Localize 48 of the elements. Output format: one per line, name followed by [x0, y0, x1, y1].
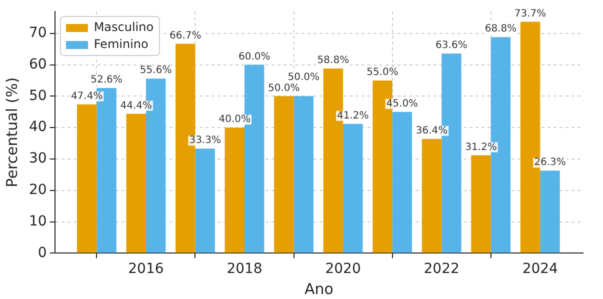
bar [224, 128, 245, 253]
x-tick-label: 2020 [325, 261, 361, 278]
data-label: 63.6% [436, 40, 468, 52]
data-label: 55.0% [366, 67, 398, 78]
x-tick-label: 2018 [226, 261, 262, 278]
data-label: 26.3% [534, 157, 566, 168]
data-label: 73.7% [514, 8, 546, 20]
bar [422, 138, 442, 253]
data-label: 66.7% [169, 30, 202, 42]
bar [392, 112, 412, 253]
data-label: 36.4% [416, 125, 448, 136]
bar [195, 148, 215, 253]
x-tick-label: 2024 [522, 261, 558, 278]
y-tick-label: 60 [28, 56, 47, 72]
data-label: 68.8% [484, 24, 517, 35]
legend-label: Masculino [94, 19, 154, 36]
data-label: 44.4% [120, 100, 152, 112]
data-label: 31.2% [465, 142, 497, 153]
data-label: 33.3% [189, 135, 221, 146]
data-label: 50.0% [288, 72, 320, 83]
y-tick-label: 0 [38, 244, 47, 261]
bar [540, 170, 560, 253]
bar [294, 96, 314, 253]
data-label: 55.6% [140, 65, 172, 76]
legend-label: Feminino [94, 36, 148, 54]
y-tick-label: 20 [28, 182, 47, 198]
x-tick-label: 2016 [128, 261, 164, 278]
data-label: 50.0% [268, 82, 300, 94]
y-tick-label: 10 [28, 213, 47, 230]
bar [126, 114, 146, 253]
y-axis-title: Percentual (%) [2, 77, 21, 188]
data-label: 41.2% [337, 110, 369, 122]
data-label: 47.4% [70, 90, 103, 102]
bar [343, 124, 363, 253]
bar [76, 104, 97, 253]
y-tick-label: 30 [28, 150, 47, 167]
data-label: 40.0% [218, 114, 251, 126]
x-tick-label: 2022 [424, 261, 460, 278]
data-label: 60.0% [238, 51, 270, 62]
bar [274, 96, 294, 253]
data-label: 58.8% [317, 55, 350, 66]
y-tick-label: 40 [28, 119, 47, 136]
x-axis-title: Ano [304, 280, 334, 298]
data-label: 45.0% [386, 98, 418, 110]
data-label: 52.6% [90, 74, 122, 86]
bar [471, 155, 491, 253]
y-tick-label: 50 [28, 88, 47, 104]
y-tick-label: 70 [28, 25, 47, 42]
